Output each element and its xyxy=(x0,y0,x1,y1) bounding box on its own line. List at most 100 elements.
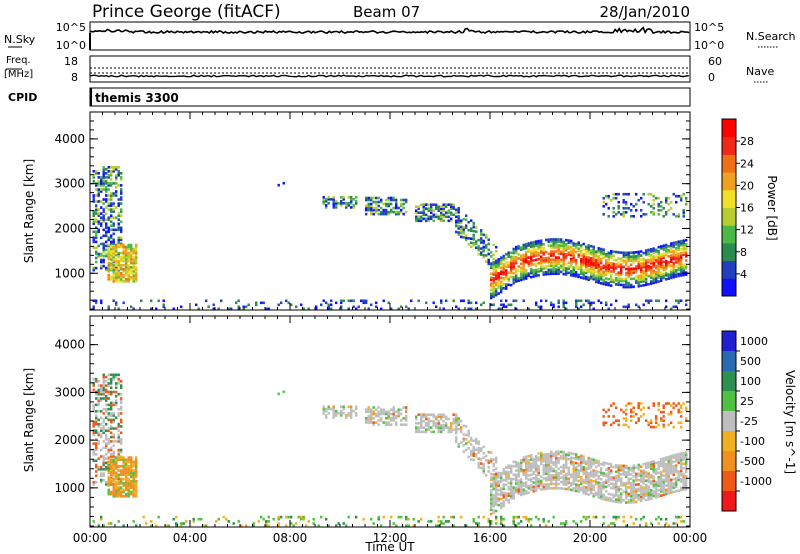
scatter-cell xyxy=(392,410,395,414)
scatter-cell xyxy=(367,204,370,208)
scatter-cell xyxy=(107,236,110,240)
scatter-cell xyxy=(495,492,498,496)
scatter-cell xyxy=(675,466,678,469)
scatter-cell xyxy=(465,218,468,221)
scatter-cell xyxy=(590,459,593,463)
scatter-cell xyxy=(572,248,575,251)
scatter-cell xyxy=(112,455,115,458)
scatter-cell xyxy=(470,443,473,446)
scatter-cell xyxy=(635,489,638,493)
scatter-cell xyxy=(512,247,515,251)
scatter-cell xyxy=(447,219,450,223)
scatter-cell xyxy=(365,417,368,420)
scatter-cell xyxy=(452,205,455,208)
scatter-cell xyxy=(622,253,625,257)
scatter-cell xyxy=(457,417,460,420)
scatter-cell xyxy=(115,271,118,275)
scatter-cell xyxy=(237,520,240,523)
scatter-cell xyxy=(432,219,435,223)
scatter-cell xyxy=(492,291,495,294)
scatter-cell xyxy=(637,417,640,420)
scatter-cell xyxy=(567,481,570,485)
scatter-cell xyxy=(672,469,675,472)
scatter-cell xyxy=(490,282,493,286)
scatter-cell xyxy=(575,244,578,248)
scatter-cell xyxy=(467,220,470,224)
scatter-cell xyxy=(495,245,498,249)
scatter-cell xyxy=(105,438,108,441)
scatter-cell xyxy=(590,275,593,278)
scatter-cell xyxy=(417,422,420,425)
scatter-cell xyxy=(117,412,120,415)
scatter-cell xyxy=(627,265,630,269)
scatter-cell xyxy=(640,266,643,269)
scatter-cell xyxy=(342,405,345,409)
scatter-cell xyxy=(132,261,135,265)
scatter-cell xyxy=(107,480,110,483)
scatter-cell xyxy=(172,517,175,521)
scatter-cell xyxy=(435,417,438,421)
scatter-cell xyxy=(602,421,605,425)
scatter-cell xyxy=(532,472,535,476)
colorbar-tick-label: 16 xyxy=(740,202,754,215)
scatter-cell xyxy=(482,233,485,237)
scatter-cell xyxy=(105,226,108,230)
scatter-cell xyxy=(107,403,110,407)
scatter-cell xyxy=(630,468,633,472)
scatter-cell xyxy=(525,481,528,484)
scatter-cell xyxy=(135,471,138,474)
scatter-cell xyxy=(382,421,385,424)
scatter-cell xyxy=(615,406,618,410)
scatter-cell xyxy=(650,270,653,273)
scatter-cell xyxy=(97,397,100,400)
scatter-cell xyxy=(665,267,668,271)
scatter-cell xyxy=(620,479,623,483)
scatter-cell xyxy=(302,307,305,311)
scatter-cell xyxy=(107,265,110,269)
scatter-cell xyxy=(645,283,648,287)
scatter-cell xyxy=(462,236,465,239)
scatter-cell xyxy=(592,484,595,487)
scatter-cell xyxy=(370,206,373,210)
scatter-cell xyxy=(490,288,493,292)
scatter-cell xyxy=(192,517,195,521)
scatter-cell xyxy=(497,480,500,483)
scatter-cell xyxy=(372,421,375,424)
scatter-cell xyxy=(420,215,423,219)
scatter-cell xyxy=(675,305,678,309)
scatter-cell xyxy=(100,258,103,262)
scatter-cell xyxy=(665,464,668,468)
scatter-cell xyxy=(520,270,523,274)
scatter-cell xyxy=(562,248,565,252)
scatter-cell xyxy=(647,252,650,256)
scatter-cell xyxy=(120,178,123,181)
scatter-cell xyxy=(105,422,108,426)
scatter-cell xyxy=(102,218,105,221)
scatter-cell xyxy=(637,478,640,482)
scatter-cell xyxy=(615,262,618,266)
scatter-cell xyxy=(610,252,613,255)
scatter-cell xyxy=(135,475,138,479)
scatter-cell xyxy=(537,478,540,481)
scatter-cell xyxy=(457,209,460,212)
scatter-cell xyxy=(612,264,615,268)
scatter-cell xyxy=(637,260,640,264)
scatter-cell xyxy=(662,423,665,427)
scatter-cell xyxy=(127,247,130,251)
scatter-cell xyxy=(522,277,525,281)
scatter-cell xyxy=(675,459,678,463)
scatter-cell xyxy=(680,268,683,271)
scatter-cell xyxy=(135,456,138,459)
scatter-cell xyxy=(560,457,563,460)
scatter-cell xyxy=(132,263,135,267)
scatter-cell xyxy=(517,462,520,465)
scatter-cell xyxy=(545,250,548,254)
scatter-cell xyxy=(500,286,503,290)
scatter-cell xyxy=(115,440,118,443)
scatter-cell xyxy=(550,482,553,486)
scatter-cell xyxy=(640,408,643,412)
scatter-cell xyxy=(625,492,628,496)
scatter-cell xyxy=(652,271,655,275)
scatter-cell xyxy=(590,470,593,474)
scatter-cell xyxy=(502,470,505,473)
